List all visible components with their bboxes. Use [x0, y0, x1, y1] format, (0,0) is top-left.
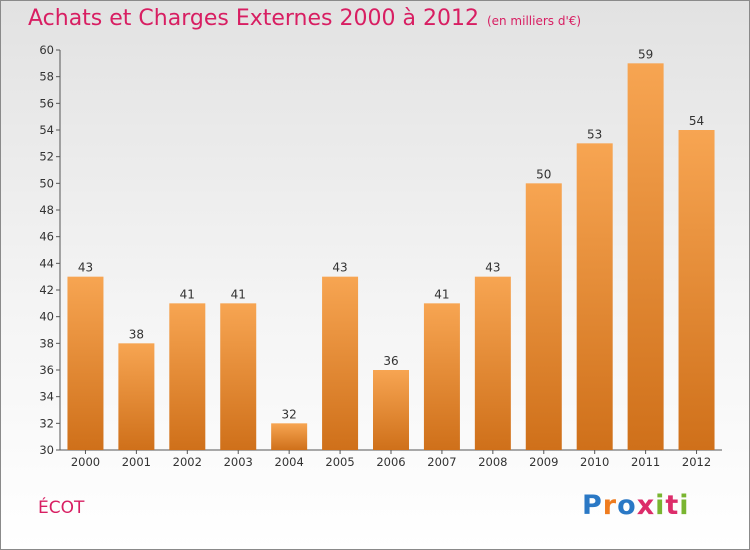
x-tick-label: 2005	[325, 455, 354, 469]
logo-letter: o	[617, 490, 637, 521]
bar-value-label: 41	[434, 287, 449, 301]
logo-letter: P	[582, 490, 603, 521]
bar	[169, 303, 206, 450]
bar	[525, 183, 562, 451]
bar-value-label: 59	[638, 47, 653, 61]
y-tick-label: 32	[39, 416, 54, 430]
x-tick-label: 2000	[71, 455, 100, 469]
x-tick-label: 2009	[529, 455, 558, 469]
logo-letter: x	[636, 490, 656, 521]
x-tick-label: 2002	[173, 455, 202, 469]
bar	[373, 370, 409, 450]
bar	[576, 143, 613, 451]
bar-value-label: 54	[689, 114, 704, 128]
bar-value-label: 38	[129, 327, 144, 341]
title-text: Achats et Charges Externes 2000 à 2012	[28, 6, 479, 31]
bar-value-label: 50	[536, 167, 551, 181]
y-tick-label: 42	[39, 283, 54, 297]
y-tick-label: 36	[39, 363, 54, 377]
chart-subtitle: (en milliers d'€)	[486, 14, 582, 28]
bar-value-label: 53	[587, 127, 602, 141]
y-tick-label: 40	[39, 310, 54, 324]
bar	[678, 130, 715, 450]
logo-letter: i	[679, 490, 690, 521]
y-tick-label: 48	[39, 203, 54, 217]
y-tick-label: 58	[39, 70, 54, 84]
bar	[627, 63, 664, 450]
bar-value-label: 43	[78, 261, 93, 275]
y-tick-label: 54	[39, 123, 54, 137]
x-tick-label: 2003	[224, 455, 253, 469]
x-tick-label: 2010	[580, 455, 609, 469]
bar-value-label: 36	[383, 354, 398, 368]
bar-value-label: 41	[180, 287, 195, 301]
bar-value-label: 43	[332, 261, 347, 275]
bar	[220, 303, 257, 450]
y-tick-label: 34	[39, 390, 54, 404]
y-tick-label: 46	[39, 230, 54, 244]
x-tick-label: 2007	[427, 455, 456, 469]
x-tick-label: 2008	[478, 455, 507, 469]
bar	[118, 343, 155, 450]
y-tick-label: 30	[39, 443, 54, 457]
y-tick-label: 50	[39, 176, 54, 190]
bar-value-label: 32	[282, 407, 297, 421]
x-tick-label: 2012	[682, 455, 711, 469]
logo-letter: t	[665, 490, 680, 521]
bar	[322, 276, 359, 450]
town-name: ÉCOT	[38, 498, 85, 518]
x-tick-label: 2011	[631, 455, 660, 469]
y-tick-label: 60	[39, 43, 54, 57]
y-tick-label: 56	[39, 96, 54, 110]
chart-title: Achats et Charges Externes 2000 à 2012 (e…	[28, 6, 581, 31]
x-tick-label: 2006	[376, 455, 405, 469]
logo-letter: i	[655, 490, 666, 521]
bar-value-label: 43	[485, 261, 500, 275]
bar	[474, 276, 511, 450]
y-tick-label: 52	[39, 150, 54, 164]
bar	[67, 276, 104, 450]
bar	[271, 423, 308, 450]
logo-letter: r	[602, 490, 618, 521]
x-tick-label: 2001	[122, 455, 151, 469]
bar-value-label: 41	[231, 287, 246, 301]
y-tick-label: 38	[39, 336, 54, 350]
y-tick-label: 44	[39, 256, 54, 270]
proxiti-logo: Proxiti	[582, 490, 690, 521]
bar	[423, 303, 460, 450]
x-tick-label: 2004	[275, 455, 304, 469]
